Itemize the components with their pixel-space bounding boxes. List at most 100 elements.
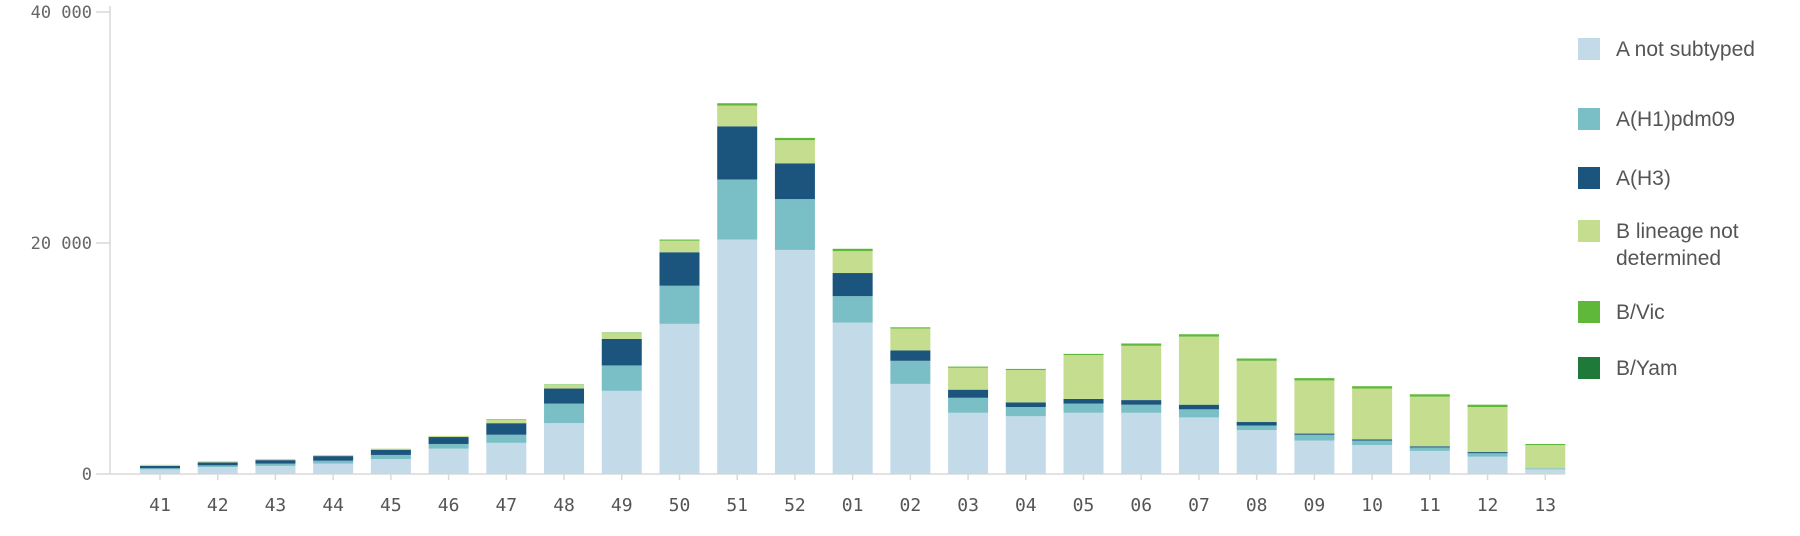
bar-segment <box>1352 445 1393 474</box>
bar-segment <box>890 350 931 361</box>
bar-segment <box>774 199 815 250</box>
bar-segment <box>1294 440 1335 474</box>
legend-item: B/Yam <box>1578 355 1786 382</box>
y-tick-label: 40 000 <box>31 3 92 23</box>
x-tick-label: 44 <box>322 495 344 516</box>
bar-segment <box>140 464 180 466</box>
x-tick-label: 06 <box>1130 495 1152 516</box>
bar-segment <box>1467 453 1508 457</box>
x-tick-label: 47 <box>495 495 517 516</box>
bar-segment <box>255 465 296 474</box>
x-tick-label: 01 <box>842 495 864 516</box>
bar-segment <box>486 419 527 420</box>
bar-segment <box>1409 446 1450 448</box>
legend-label: B/Vic <box>1616 301 1665 324</box>
bar-segment <box>140 469 180 474</box>
bar-segment <box>890 328 931 351</box>
bar-segment <box>1409 450 1450 474</box>
bar-segment <box>1525 445 1566 469</box>
bar-segment <box>1467 404 1508 408</box>
legend-label: B lineage not determined <box>1616 220 1739 270</box>
bar-segment <box>1352 439 1393 441</box>
bar-segment <box>1236 358 1277 361</box>
bar-segment <box>717 126 758 180</box>
bar-segment <box>1409 447 1450 451</box>
legend-swatch <box>1578 220 1600 242</box>
bar-segment <box>544 384 585 386</box>
bar-segment <box>370 454 411 459</box>
bar-segment <box>774 137 815 141</box>
legend-swatch <box>1578 301 1600 323</box>
bar-segment <box>948 366 989 368</box>
x-tick-label: 45 <box>380 495 402 516</box>
bar-segment <box>140 465 180 469</box>
bar-segment <box>486 423 527 435</box>
bar-segment <box>313 454 354 457</box>
x-tick-label: 52 <box>784 495 806 516</box>
x-tick-label: 03 <box>957 495 979 516</box>
legend-label: A(H1)pdm09 <box>1616 108 1736 131</box>
bar-segment <box>659 240 700 253</box>
legend-item: B/Vic <box>1578 299 1786 326</box>
legend-item: A(H1)pdm09 <box>1578 106 1786 133</box>
bar-segment <box>832 251 873 274</box>
bar-segment <box>255 463 296 466</box>
bar-segment <box>601 332 642 334</box>
y-tick-label: 20 000 <box>31 234 92 254</box>
bar-segment <box>1236 422 1277 426</box>
bar-segment <box>1178 417 1219 474</box>
bar-segment <box>1063 353 1104 356</box>
bar-segment <box>428 443 469 449</box>
legend-swatch <box>1578 108 1600 130</box>
bar-segment <box>1236 430 1277 474</box>
bar-segment <box>1409 394 1450 397</box>
bar-segment <box>1352 386 1393 389</box>
legend-item: A(H3) <box>1578 165 1786 192</box>
x-tick-label: 50 <box>669 495 691 516</box>
x-tick-label: 04 <box>1015 495 1037 516</box>
bar-segment <box>659 285 700 324</box>
legend-label: A not subtyped <box>1616 38 1755 61</box>
x-tick-label: 43 <box>265 495 287 516</box>
x-tick-label: 07 <box>1188 495 1210 516</box>
x-tick-label: 10 <box>1361 495 1383 516</box>
x-tick-label: 09 <box>1304 495 1326 516</box>
bar-segment <box>544 423 585 474</box>
bar-segment <box>1352 388 1393 440</box>
bar-segment <box>948 412 989 474</box>
bar-segment <box>197 467 238 474</box>
bar-segment <box>717 105 758 127</box>
x-tick-label: 51 <box>726 495 748 516</box>
bar-segment <box>1294 433 1335 435</box>
bar-segment <box>774 140 815 164</box>
bar-segment <box>601 338 642 366</box>
bar-segment <box>948 397 989 413</box>
bar-segment <box>1409 396 1450 447</box>
legend-swatch <box>1578 167 1600 189</box>
bar-segment <box>948 389 989 398</box>
bar-segment <box>486 442 527 474</box>
bar-segment <box>1005 370 1046 403</box>
bar-segment <box>1063 355 1104 399</box>
bar-segment <box>1467 456 1508 474</box>
bar-segment <box>1121 404 1162 413</box>
bar-segment <box>717 239 758 474</box>
bar-segment <box>544 403 585 424</box>
bar-segment <box>659 323 700 474</box>
bar-segment <box>1121 400 1162 405</box>
bar-segment <box>255 458 296 461</box>
bar-segment <box>1352 440 1393 446</box>
bar-segment <box>486 419 527 424</box>
bar-segment <box>774 249 815 474</box>
bar-segment <box>1525 469 1566 474</box>
bar-segment <box>1005 368 1046 371</box>
bar-segment <box>1294 380 1335 434</box>
y-tick-label: 0 <box>82 465 92 485</box>
bar-segment <box>1525 468 1566 470</box>
x-tick-label: 05 <box>1073 495 1095 516</box>
bar-segment <box>370 448 411 450</box>
bar-segment <box>832 248 873 252</box>
chart-labels: 40 000 20 000 0 41 42 43 44 45 46 47 48 49 50 51 52 01 0… <box>31 3 1557 516</box>
bar-segment <box>1063 412 1104 474</box>
